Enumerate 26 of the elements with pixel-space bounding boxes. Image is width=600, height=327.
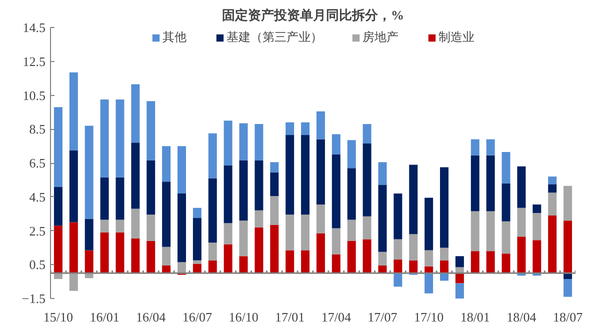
x-tick-label: 18/07 <box>552 310 584 324</box>
legend-label: 基建（第三产业） <box>226 29 322 46</box>
y-tick-label: 12.5 <box>22 54 46 69</box>
legend-label: 制造业 <box>438 29 474 46</box>
x-tick-label: 17/01 <box>275 310 305 324</box>
x-tick-label: 16/01 <box>90 310 120 324</box>
x-tick-label: 18/01 <box>460 310 490 324</box>
x-tick-label: 15/10 <box>43 310 74 324</box>
legend-label: 房地产 <box>362 29 398 46</box>
x-tick-label: 18/04 <box>506 310 537 324</box>
x-tick-label: 17/07 <box>368 310 398 324</box>
legend-label: 其他 <box>162 29 186 46</box>
y-tick-label: 0.5 <box>29 257 46 272</box>
y-tick-label: 2.5 <box>29 223 46 238</box>
y-tick-label: 6.5 <box>29 156 46 170</box>
chart-title: 固定资产投资单月同比拆分，% <box>222 8 404 22</box>
x-tick-label: 17/04 <box>321 310 352 324</box>
y-tick-label: 8.5 <box>29 122 46 137</box>
y-tick-label: 10.5 <box>22 88 46 103</box>
x-tick-label: 17/10 <box>414 310 444 324</box>
x-tick-label: 16/07 <box>182 310 212 324</box>
x-tick-label: 16/04 <box>136 310 166 324</box>
y-tick-label: 4.5 <box>29 189 46 204</box>
x-tick-label: 16/10 <box>228 310 258 324</box>
y-tick-label: −1.5 <box>22 291 46 306</box>
y-tick-label: 14.5 <box>22 20 46 35</box>
